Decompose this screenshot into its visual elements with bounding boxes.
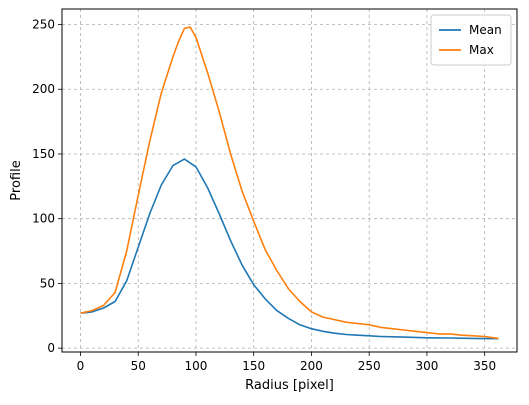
x-tick-label: 200 <box>300 359 323 373</box>
x-tick-label: 300 <box>415 359 438 373</box>
series-line-mean <box>80 158 499 340</box>
legend-box <box>430 14 512 66</box>
y-tick-label: 250 <box>32 18 55 32</box>
series-layer <box>80 26 499 340</box>
y-tick-label: 50 <box>40 276 55 290</box>
x-tick-label: 100 <box>185 359 208 373</box>
y-tick-label: 100 <box>32 212 55 226</box>
y-axis-label: Profile <box>9 160 24 200</box>
x-axis-label: Radius [pixel] <box>245 378 334 393</box>
legend: Mean Max <box>430 14 512 66</box>
axis-layer: 0 50 100 150 200 250 300 350 0 50 100 150 200 250 <box>32 18 496 373</box>
legend-label-mean: Mean <box>469 23 502 37</box>
plot-frame <box>61 8 518 353</box>
y-tick-label: 150 <box>32 147 55 161</box>
x-tick-label: 250 <box>358 359 381 373</box>
x-tick-label: 0 <box>77 359 85 373</box>
x-tick-label: 350 <box>473 359 496 373</box>
x-tick-label: 150 <box>242 359 265 373</box>
series-line-max <box>80 26 499 340</box>
y-tick-label: 200 <box>32 82 55 96</box>
legend-label-max: Max <box>469 43 494 57</box>
y-tick-label: 0 <box>47 341 55 355</box>
x-tick-label: 50 <box>131 359 146 373</box>
